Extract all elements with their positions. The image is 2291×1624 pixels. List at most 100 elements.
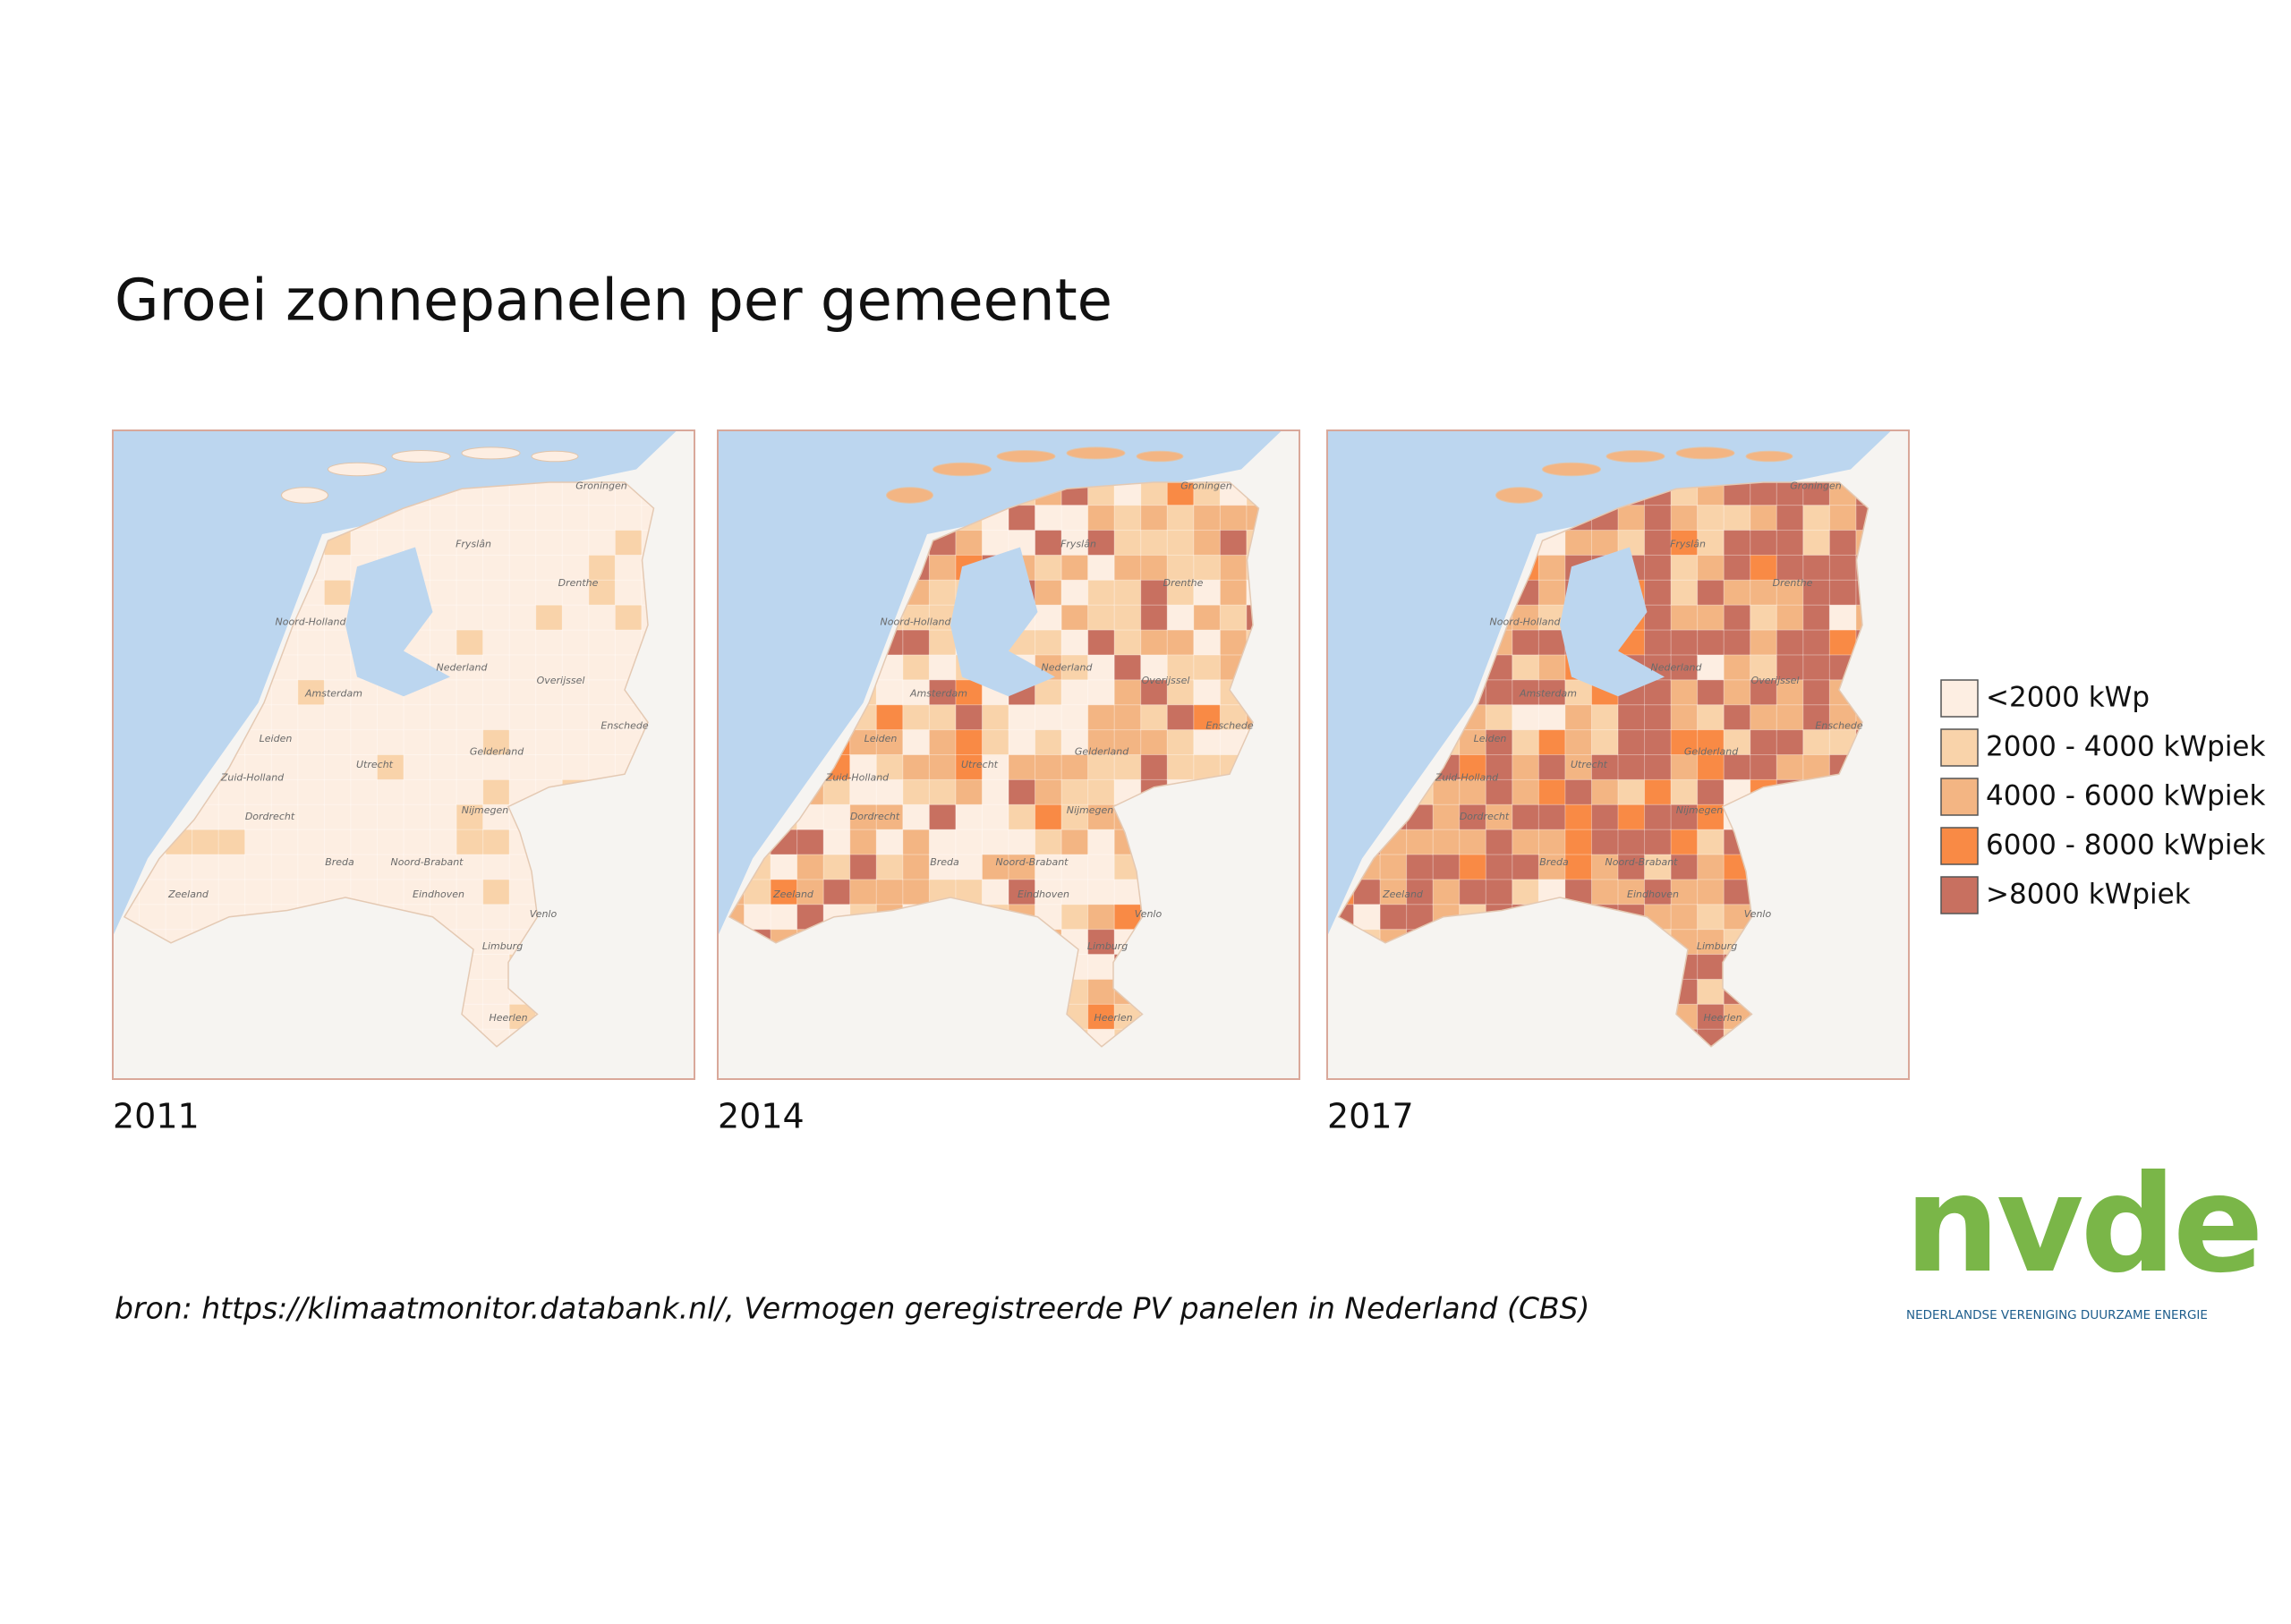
- municipality: [297, 729, 326, 756]
- municipality: [770, 854, 798, 880]
- municipality: [165, 854, 193, 880]
- municipality: [482, 904, 511, 931]
- municipality: [928, 754, 957, 781]
- municipality: [849, 854, 878, 880]
- map-label: Amsterdam: [1519, 687, 1577, 699]
- municipality: [1537, 579, 1566, 607]
- municipality: [1166, 729, 1195, 756]
- municipality: [456, 904, 484, 931]
- municipality: [902, 803, 931, 831]
- municipality: [1060, 604, 1089, 632]
- municipality: [217, 778, 246, 806]
- legend-label: 2000 - 4000 kWpiek: [1986, 731, 2266, 763]
- municipality: [1035, 879, 1063, 906]
- municipality: [1008, 778, 1036, 806]
- municipality: [535, 482, 564, 506]
- municipality: [955, 754, 984, 781]
- country-outline: [1337, 481, 1869, 1048]
- municipality: [1060, 505, 1089, 531]
- municipality: [1060, 879, 1089, 906]
- wadden-island: [886, 487, 933, 504]
- municipality: [1670, 554, 1699, 582]
- municipality: [981, 803, 1010, 831]
- municipality: [1802, 579, 1831, 607]
- wadden-island: [1745, 450, 1793, 463]
- municipality: [1802, 604, 1831, 632]
- municipality: [350, 729, 379, 756]
- ijsselmeer: [950, 547, 1055, 697]
- municipality: [482, 1003, 511, 1031]
- municipality: [902, 829, 931, 856]
- municipality: [1644, 554, 1673, 582]
- municipality: [323, 778, 352, 806]
- municipality: [456, 530, 484, 557]
- municipality: [1776, 754, 1804, 781]
- municipality: [1802, 505, 1831, 531]
- municipality: [1537, 778, 1566, 806]
- municipality: [1697, 679, 1725, 706]
- municipality: [403, 829, 431, 856]
- municipality: [1537, 654, 1566, 681]
- map-label: Zeeland: [772, 889, 814, 900]
- municipality: [1060, 704, 1089, 731]
- municipality: [1802, 704, 1831, 731]
- municipality: [1087, 579, 1116, 607]
- municipality: [928, 704, 957, 731]
- municipality: [1087, 879, 1116, 906]
- municipality: [1512, 654, 1540, 681]
- map-frame: [1326, 429, 1910, 1080]
- municipality: [1723, 505, 1751, 531]
- municipality: [1485, 778, 1513, 806]
- municipality: [430, 629, 458, 656]
- municipality: [1035, 554, 1063, 582]
- municipality: [1406, 879, 1435, 906]
- municipality: [1828, 505, 1857, 531]
- municipality: [1512, 879, 1540, 906]
- municipality: [955, 829, 984, 856]
- map-year: 2011: [113, 1097, 200, 1136]
- municipality: [1776, 482, 1804, 506]
- map-label: Utrecht: [961, 759, 999, 770]
- municipality: [902, 604, 931, 632]
- municipality: [614, 554, 643, 582]
- municipality: [875, 829, 904, 856]
- municipality: [770, 904, 798, 931]
- map-label: Breda: [325, 856, 354, 868]
- map-label: Leiden: [864, 733, 898, 744]
- municipality: [1723, 482, 1751, 506]
- municipality: [430, 604, 458, 632]
- municipality: [1537, 829, 1566, 856]
- municipality: [270, 778, 299, 806]
- municipality: [456, 754, 484, 781]
- wadden-island: [391, 449, 451, 463]
- municipality: [1670, 505, 1699, 531]
- wadden-island: [1495, 487, 1543, 504]
- municipality: [1008, 704, 1036, 731]
- municipality: [588, 604, 617, 632]
- municipality: [270, 679, 299, 706]
- municipality: [1140, 505, 1169, 531]
- municipality: [822, 854, 851, 880]
- municipality: [1512, 754, 1540, 781]
- municipality: [430, 803, 458, 831]
- slide-title: Groei zonnepanelen per gemeente: [115, 268, 1112, 335]
- municipality: [1166, 754, 1195, 781]
- map-panel: Groningen Fryslân Drenthe Noord-Holland Nede…: [717, 429, 1300, 1136]
- municipality: [1140, 629, 1169, 656]
- municipality: [535, 754, 564, 781]
- municipality: [376, 829, 405, 856]
- municipality: [1087, 854, 1116, 880]
- municipality: [1087, 904, 1116, 931]
- municipality: [217, 854, 246, 880]
- municipality: [1087, 629, 1116, 656]
- municipality: [1193, 729, 1222, 756]
- municipality: [1537, 803, 1566, 831]
- municipality: [350, 754, 379, 781]
- municipality: [1166, 505, 1195, 531]
- municipality: [1060, 654, 1089, 681]
- municipality: [535, 530, 564, 557]
- municipality: [1219, 629, 1248, 656]
- municipality: [430, 778, 458, 806]
- legend-label: >8000 kWpiek: [1986, 879, 2191, 911]
- municipality: [1087, 978, 1116, 1006]
